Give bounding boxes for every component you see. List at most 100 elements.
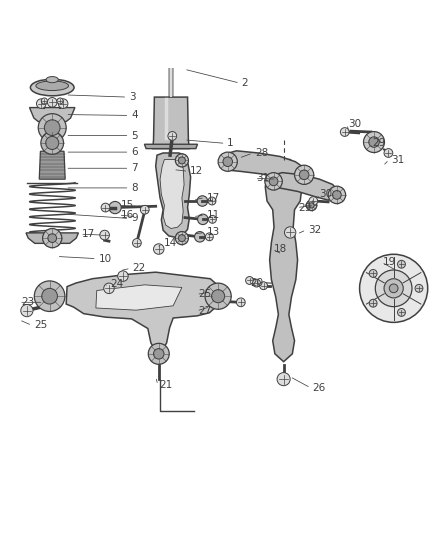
Polygon shape <box>155 153 191 237</box>
Circle shape <box>57 98 63 104</box>
Circle shape <box>175 231 188 245</box>
Polygon shape <box>29 108 75 122</box>
Text: 5: 5 <box>131 131 138 141</box>
Circle shape <box>299 170 309 180</box>
Circle shape <box>332 190 341 199</box>
Text: 25: 25 <box>198 289 211 300</box>
Circle shape <box>41 98 47 104</box>
Text: 21: 21 <box>159 380 173 390</box>
Text: 12: 12 <box>190 166 203 176</box>
Circle shape <box>277 373 290 386</box>
Circle shape <box>197 196 208 206</box>
Circle shape <box>360 254 427 322</box>
Text: 29: 29 <box>373 139 386 148</box>
Circle shape <box>294 165 314 184</box>
Circle shape <box>218 152 237 171</box>
Text: 14: 14 <box>164 238 177 248</box>
Circle shape <box>46 136 59 149</box>
Text: 32: 32 <box>308 225 321 235</box>
Circle shape <box>384 279 403 298</box>
Circle shape <box>101 203 110 212</box>
Polygon shape <box>66 272 223 350</box>
Circle shape <box>384 149 393 157</box>
Circle shape <box>133 239 141 247</box>
Circle shape <box>36 99 46 108</box>
Polygon shape <box>39 151 65 179</box>
Circle shape <box>44 120 60 135</box>
Text: 4: 4 <box>131 110 138 120</box>
Polygon shape <box>153 97 189 149</box>
Circle shape <box>205 233 213 241</box>
Circle shape <box>340 128 349 136</box>
Circle shape <box>364 132 385 152</box>
Text: 31: 31 <box>391 155 404 165</box>
Circle shape <box>375 270 412 306</box>
Text: 3: 3 <box>129 92 136 102</box>
Circle shape <box>398 309 406 317</box>
Circle shape <box>104 283 114 294</box>
Polygon shape <box>265 159 302 362</box>
Circle shape <box>42 229 62 248</box>
Circle shape <box>328 186 346 204</box>
Circle shape <box>369 300 377 307</box>
Circle shape <box>260 282 268 289</box>
Text: 27: 27 <box>198 306 211 316</box>
Circle shape <box>198 214 208 224</box>
Text: 30: 30 <box>319 189 332 199</box>
Text: 15: 15 <box>120 200 134 211</box>
Circle shape <box>47 98 57 107</box>
Text: 16: 16 <box>120 210 134 220</box>
Text: 17: 17 <box>82 229 95 239</box>
Circle shape <box>42 288 57 304</box>
Text: 9: 9 <box>131 214 138 223</box>
Text: 17: 17 <box>207 192 220 203</box>
Circle shape <box>178 235 185 241</box>
Ellipse shape <box>36 81 69 91</box>
Circle shape <box>153 244 164 254</box>
Circle shape <box>369 270 377 277</box>
Text: 6: 6 <box>131 147 138 157</box>
Circle shape <box>34 281 65 311</box>
Circle shape <box>309 197 318 205</box>
Text: 24: 24 <box>111 279 124 289</box>
Text: 13: 13 <box>207 228 220 237</box>
Circle shape <box>41 132 64 154</box>
Polygon shape <box>145 144 198 149</box>
Circle shape <box>415 285 423 292</box>
Circle shape <box>269 177 278 185</box>
Circle shape <box>21 304 33 317</box>
Circle shape <box>237 298 245 306</box>
Circle shape <box>205 283 231 309</box>
Circle shape <box>38 114 66 142</box>
Text: 1: 1 <box>227 139 234 148</box>
Circle shape <box>389 284 398 293</box>
Circle shape <box>175 154 188 167</box>
Polygon shape <box>272 173 339 200</box>
Circle shape <box>148 343 169 364</box>
Text: 29: 29 <box>298 203 312 213</box>
Text: 18: 18 <box>274 244 287 254</box>
Circle shape <box>58 99 68 108</box>
Polygon shape <box>96 285 182 310</box>
Polygon shape <box>160 159 184 229</box>
Circle shape <box>208 197 216 205</box>
Text: 30: 30 <box>348 119 361 129</box>
Text: 2: 2 <box>242 78 248 88</box>
Ellipse shape <box>30 79 74 96</box>
Circle shape <box>48 234 57 243</box>
Circle shape <box>369 137 379 147</box>
Text: 11: 11 <box>207 210 220 220</box>
Circle shape <box>246 277 254 285</box>
Circle shape <box>285 227 296 238</box>
Circle shape <box>398 260 406 268</box>
Text: 28: 28 <box>255 148 268 158</box>
Text: 25: 25 <box>34 320 47 330</box>
Circle shape <box>100 230 110 240</box>
Text: 31: 31 <box>257 173 270 183</box>
Circle shape <box>141 205 149 214</box>
Circle shape <box>118 271 128 281</box>
Circle shape <box>208 215 216 223</box>
Circle shape <box>168 132 177 140</box>
Text: 26: 26 <box>312 383 326 393</box>
Text: 8: 8 <box>131 183 138 193</box>
